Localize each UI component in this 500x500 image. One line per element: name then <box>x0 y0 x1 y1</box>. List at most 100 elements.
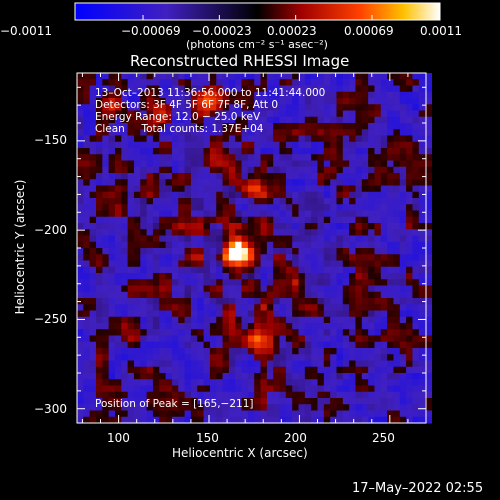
heatmap-cell <box>304 285 312 293</box>
heatmap-cell <box>330 198 338 205</box>
heatmap-cell <box>89 410 97 418</box>
heatmap-cell <box>285 141 293 149</box>
heatmap-cell <box>184 241 192 249</box>
heatmap-cell <box>159 160 167 168</box>
heatmap-cell <box>323 154 331 162</box>
heatmap-cell <box>197 173 205 180</box>
heatmap-cell <box>121 360 129 368</box>
heatmap-cell <box>399 235 407 243</box>
heatmap-cell <box>292 348 300 355</box>
heatmap-cell <box>285 298 293 305</box>
heatmap-cell <box>399 360 407 368</box>
heatmap-cell <box>342 198 350 205</box>
heatmap-cell <box>203 85 211 93</box>
heatmap-cell <box>178 198 186 205</box>
heatmap-cell <box>406 416 414 424</box>
heatmap-cell <box>317 160 325 168</box>
heatmap-cell <box>89 204 97 212</box>
heatmap-cell <box>121 91 129 99</box>
heatmap-cell <box>165 404 173 412</box>
heatmap-cell <box>108 79 116 87</box>
heatmap-cell <box>197 398 205 405</box>
heatmap-cell <box>425 123 433 130</box>
heatmap-cell <box>342 210 350 218</box>
heatmap-cell <box>418 348 426 355</box>
heatmap-cell <box>178 416 186 424</box>
heatmap-cell <box>279 398 287 405</box>
heatmap-cell <box>336 160 344 168</box>
heatmap-cell <box>298 279 306 287</box>
heatmap-cell <box>254 104 262 112</box>
heatmap-cell <box>108 398 116 405</box>
heatmap-cell <box>292 279 300 287</box>
heatmap-cell <box>159 291 167 299</box>
heatmap-cell <box>273 273 281 280</box>
heatmap-cell <box>165 235 173 243</box>
heatmap-cell <box>171 348 179 355</box>
heatmap-cell <box>83 254 91 262</box>
heatmap-cell <box>146 366 154 374</box>
heatmap-cell <box>95 91 103 99</box>
heatmap-cell <box>228 373 236 380</box>
heatmap-cell <box>254 179 262 187</box>
heatmap-cell <box>336 141 344 149</box>
heatmap-cell <box>241 166 249 174</box>
heatmap-cell <box>190 154 198 162</box>
heatmap-cell <box>336 341 344 349</box>
heatmap-cell <box>241 198 249 205</box>
heatmap-cell <box>412 273 420 280</box>
heatmap-cell <box>336 210 344 218</box>
heatmap-cell <box>127 129 135 137</box>
heatmap-cell <box>254 148 262 155</box>
heatmap-cell <box>418 373 426 380</box>
heatmap-cell <box>247 141 255 149</box>
heatmap-cell <box>114 248 122 255</box>
heatmap-cell <box>317 85 325 93</box>
heatmap-cell <box>279 285 287 293</box>
heatmap-cell <box>140 348 148 355</box>
heatmap-cell <box>152 148 160 155</box>
heatmap-cell <box>292 179 300 187</box>
heatmap-cell <box>171 404 179 412</box>
heatmap-cell <box>133 204 141 212</box>
heatmap-cell <box>260 398 268 405</box>
heatmap-cell <box>95 266 103 274</box>
heatmap-cell <box>406 79 414 87</box>
heatmap-cell <box>279 354 287 362</box>
heatmap-cell <box>355 291 363 299</box>
heatmap-cell <box>285 404 293 412</box>
heatmap-cell <box>247 129 255 137</box>
heatmap-cell <box>399 304 407 312</box>
heatmap-cell <box>197 266 205 274</box>
heatmap-cell <box>190 98 198 105</box>
heatmap-cell <box>387 360 395 368</box>
heatmap-cell <box>108 135 116 143</box>
heatmap-cell <box>266 191 274 199</box>
heatmap-cell <box>171 210 179 218</box>
heatmap-cell <box>133 129 141 137</box>
heatmap-cell <box>374 398 382 405</box>
heatmap-cell <box>279 229 287 237</box>
heatmap-cell <box>247 348 255 355</box>
heatmap-cell <box>260 129 268 137</box>
heatmap-cell <box>228 191 236 199</box>
heatmap-cell <box>108 173 116 180</box>
heatmap-cell <box>298 73 306 80</box>
heatmap-cell <box>127 348 135 355</box>
heatmap-cell <box>323 310 331 318</box>
heatmap-cell <box>349 110 357 118</box>
heatmap-cell <box>342 148 350 155</box>
heatmap-cell <box>412 404 420 412</box>
heatmap-cell <box>393 260 401 268</box>
heatmap-cell <box>152 154 160 162</box>
heatmap-cell <box>190 341 198 349</box>
heatmap-cell <box>222 110 230 118</box>
heatmap-cell <box>279 260 287 268</box>
heatmap-cell <box>368 266 376 274</box>
heatmap-cell <box>146 204 154 212</box>
heatmap-cell <box>304 335 312 343</box>
heatmap-cell <box>298 223 306 230</box>
heatmap-cell <box>171 273 179 280</box>
heatmap-cell <box>95 241 103 249</box>
heatmap-cell <box>406 279 414 287</box>
